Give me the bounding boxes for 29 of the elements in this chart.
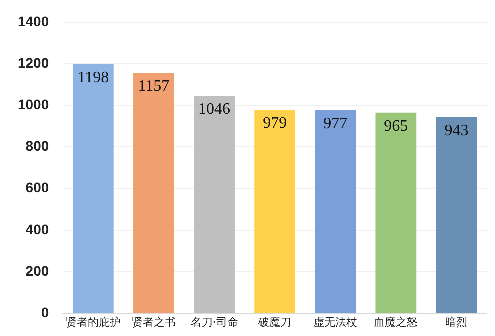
data-label: 979 [263, 115, 288, 132]
data-label: 977 [324, 116, 348, 133]
x-tick-label: 贤者之书 [132, 316, 176, 330]
x-tick-label: 贤者的庇护 [66, 316, 121, 330]
data-label: 965 [384, 118, 408, 136]
bar [436, 117, 478, 314]
x-tick-label: 暗烈 [446, 316, 468, 330]
y-tick-label: 200 [26, 262, 50, 279]
data-label: 1046 [198, 101, 231, 118]
data-label: 1198 [78, 70, 110, 87]
bar [194, 96, 235, 314]
x-tick-label: 血魔之怒 [374, 316, 418, 330]
bar [134, 72, 174, 314]
y-tick-label: 0 [41, 304, 50, 320]
y-tick-label: 1400 [18, 13, 50, 30]
y-tick-label: 1200 [18, 54, 50, 71]
bar [72, 64, 114, 314]
bar [376, 112, 417, 314]
x-tick-label: 破魔刀 [258, 316, 292, 330]
x-tick-label: 虚无法杖 [314, 316, 358, 330]
x-tick-label: 名刀·司命 [190, 316, 238, 330]
data-label: 943 [444, 122, 469, 140]
y-tick-label: 600 [26, 180, 50, 196]
data-label: 1157 [138, 78, 170, 96]
y-tick-label: 400 [26, 221, 50, 238]
bar [254, 110, 296, 314]
y-tick-label: 800 [26, 138, 50, 154]
bar [315, 110, 356, 314]
y-tick-label: 1000 [18, 96, 50, 112]
